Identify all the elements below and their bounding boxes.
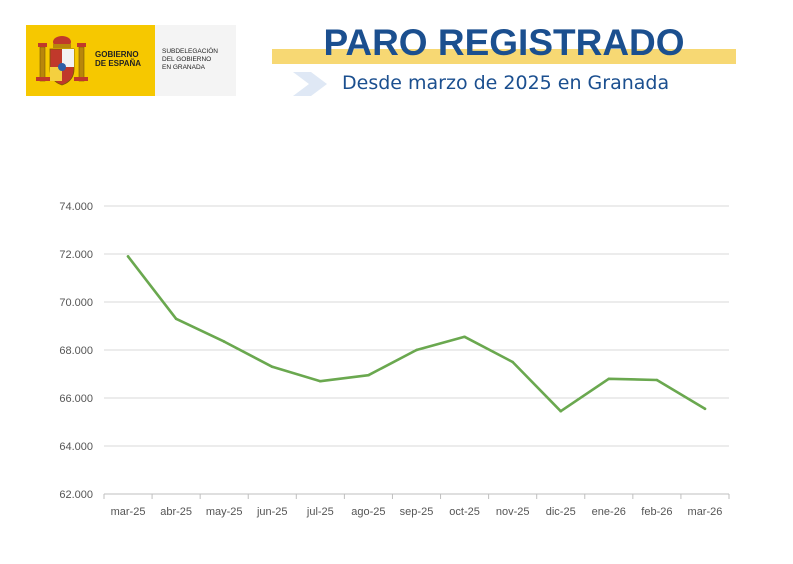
logo-text: GOBIERNO DE ESPAÑA <box>95 50 141 68</box>
x-tick-label: abr-25 <box>160 506 192 518</box>
page-subtitle: Desde marzo de 2025 en Granada <box>342 72 670 94</box>
logo-yellow-panel: GOBIERNO DE ESPAÑA <box>26 25 155 96</box>
y-tick-label: 62.000 <box>59 489 93 501</box>
x-tick-label: mar-25 <box>111 506 146 518</box>
y-tick-label: 66.000 <box>59 393 93 405</box>
data-point <box>222 340 226 343</box>
data-point <box>559 409 563 413</box>
subdelegation-text: SUBDELEGACIÓN DEL GOBIERNO EN GRANADA <box>162 48 218 72</box>
title-highlight-band <box>272 49 736 64</box>
x-tick-label: jul-25 <box>306 506 334 518</box>
sub-line-1: SUBDELEGACIÓN <box>162 48 218 55</box>
data-point <box>511 360 514 364</box>
y-tick-label: 64.000 <box>59 441 93 453</box>
data-point <box>607 377 611 381</box>
y-tick-label: 72.000 <box>59 249 93 261</box>
data-point <box>270 365 274 369</box>
y-tick-label: 74.000 <box>59 201 93 213</box>
data-point <box>703 407 707 411</box>
government-logo: GOBIERNO DE ESPAÑA SUBDELEGACIÓN DEL GOB… <box>26 25 236 96</box>
series-line <box>126 255 707 413</box>
y-tick-label: 68.000 <box>59 345 93 357</box>
data-point <box>415 348 418 352</box>
chevron-right-icon <box>293 72 327 96</box>
x-tick-label: feb-26 <box>641 506 672 518</box>
data-point <box>126 255 130 258</box>
x-tick-label: oct-25 <box>449 506 480 518</box>
coat-of-arms-icon <box>36 36 88 86</box>
page-title: PARO REGISTRADO <box>323 22 685 63</box>
data-point <box>367 373 370 377</box>
y-axis-ticks: 62.000 64.000 66.000 68.000 70.000 72.000 74.0… <box>59 201 93 501</box>
x-tick-label: sep-25 <box>400 506 434 518</box>
grid-lines <box>104 205 729 447</box>
x-axis <box>103 493 730 499</box>
data-point <box>463 335 466 339</box>
sub-line-2: DEL GOBIERNO <box>162 56 212 63</box>
y-tick-label: 70.000 <box>59 297 93 309</box>
series-layer <box>126 255 707 413</box>
x-tick-label: ago-25 <box>351 506 385 518</box>
data-point <box>655 378 659 382</box>
x-axis-ticks: mar-25 abr-25 may-25 jun-25 jul-25 ago-25 sep-… <box>111 506 723 518</box>
x-tick-label: jun-25 <box>256 506 288 518</box>
x-tick-label: mar-26 <box>688 506 723 518</box>
x-tick-label: dic-25 <box>546 506 576 518</box>
x-tick-label: may-25 <box>206 506 243 518</box>
sub-line-3: EN GRANADA <box>162 64 205 71</box>
x-tick-label: nov-25 <box>496 506 530 518</box>
data-point <box>174 317 178 321</box>
logo-line-1: GOBIERNO <box>95 50 139 59</box>
data-point <box>319 379 322 383</box>
x-tick-label: ene-26 <box>592 506 626 518</box>
logo-line-2: DE ESPAÑA <box>95 59 142 68</box>
